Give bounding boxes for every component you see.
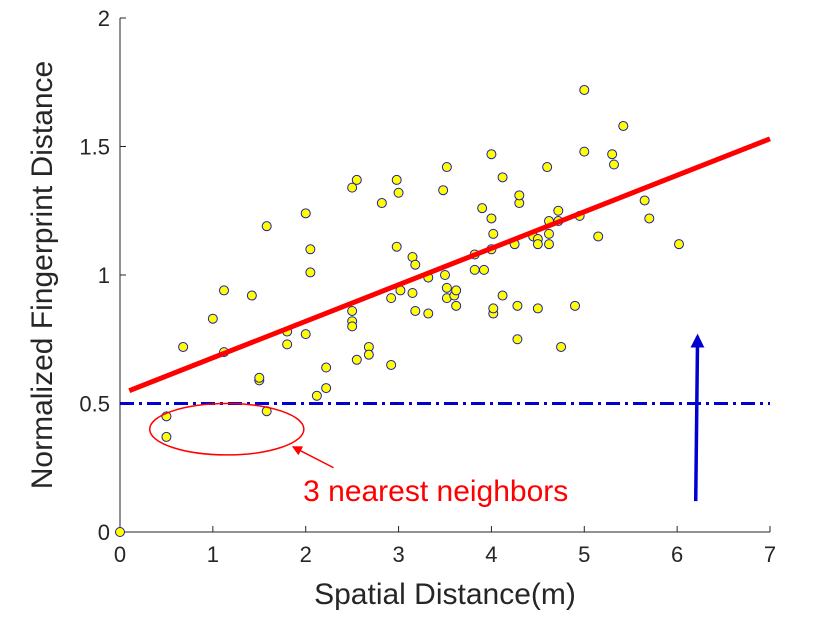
data-point xyxy=(347,182,358,193)
y-tick-label: 1 xyxy=(98,263,110,288)
data-point xyxy=(438,185,449,196)
x-tick-label: 0 xyxy=(114,542,126,567)
data-point xyxy=(441,282,452,293)
data-point xyxy=(363,349,374,360)
data-point xyxy=(246,290,257,301)
data-point xyxy=(351,354,362,365)
data-point xyxy=(609,159,619,170)
data-point xyxy=(542,162,553,173)
data-point xyxy=(451,300,462,311)
y-tick-label: 0 xyxy=(98,520,110,545)
data-point xyxy=(469,264,480,275)
y-tick-label: 1.5 xyxy=(79,135,110,160)
data-point xyxy=(553,205,564,216)
data-point xyxy=(486,213,497,224)
data-point xyxy=(618,120,629,131)
data-point xyxy=(570,300,580,311)
data-point xyxy=(532,239,543,250)
data-point xyxy=(386,293,397,304)
data-point xyxy=(556,341,567,352)
data-point xyxy=(407,287,418,298)
data-point xyxy=(486,149,497,160)
overlays: 3 nearest neighbors xyxy=(120,136,771,508)
x-tick-label: 4 xyxy=(485,542,497,567)
data-point xyxy=(512,300,523,311)
data-point xyxy=(305,244,316,255)
x-tick-label: 2 xyxy=(300,542,312,567)
data-point xyxy=(311,390,322,401)
data-point xyxy=(386,359,397,370)
x-tick-label: 7 xyxy=(764,542,776,567)
data-point xyxy=(477,203,488,214)
data-point xyxy=(178,341,189,352)
data-point xyxy=(351,174,362,185)
data-point xyxy=(376,198,387,209)
annotation-label: 3 nearest neighbors xyxy=(303,475,568,508)
nearest-neighbors-ellipse xyxy=(148,402,305,456)
data-point xyxy=(410,259,421,270)
data-point xyxy=(393,187,404,198)
data-point xyxy=(347,321,358,332)
data-point xyxy=(512,334,523,345)
data-point xyxy=(219,285,229,296)
data-point xyxy=(300,208,311,219)
data-point xyxy=(674,239,684,250)
y-axis-label: Normalized Fingerprint Distance xyxy=(26,61,59,490)
data-point xyxy=(440,270,450,280)
x-tick-label: 3 xyxy=(392,542,404,567)
data-point xyxy=(479,264,489,275)
x-tick-label: 5 xyxy=(578,542,590,567)
data-point xyxy=(254,372,265,383)
data-point xyxy=(593,231,604,242)
data-point xyxy=(410,305,421,316)
data-point xyxy=(639,195,650,206)
data-point xyxy=(497,290,508,301)
data-point xyxy=(321,383,332,394)
data-point xyxy=(391,174,402,185)
y-tick-label: 0.5 xyxy=(79,392,110,417)
data-point xyxy=(532,303,543,314)
fit-line xyxy=(128,136,771,393)
data-point xyxy=(207,313,218,324)
data-point xyxy=(514,190,525,201)
data-point xyxy=(115,527,125,537)
data-point xyxy=(607,149,618,160)
data-point xyxy=(488,303,499,314)
data-point xyxy=(451,285,462,296)
data-point xyxy=(305,267,316,278)
data-point xyxy=(441,162,452,173)
threshold-arrow xyxy=(690,333,705,502)
data-point xyxy=(391,241,402,252)
data-point xyxy=(579,146,590,157)
y-ticks: 0 0.5 1 1.5 2 xyxy=(79,6,126,545)
data-point xyxy=(347,305,358,316)
data-point xyxy=(579,84,590,95)
y-tick-label: 2 xyxy=(98,6,110,31)
x-axis-label: Spatial Distance(m) xyxy=(314,578,576,611)
data-point xyxy=(544,228,554,239)
data-point xyxy=(423,308,434,319)
data-point xyxy=(644,213,655,224)
x-tick-label: 1 xyxy=(207,542,219,567)
data-point xyxy=(321,362,332,373)
x-ticks: 0 1 2 3 4 5 6 7 xyxy=(114,526,776,567)
data-point xyxy=(544,239,554,250)
data-point xyxy=(497,172,508,183)
data-point xyxy=(282,339,293,350)
x-tick-label: 6 xyxy=(671,542,683,567)
annotation-arrow xyxy=(291,446,334,469)
data-point xyxy=(300,329,311,340)
data-point xyxy=(488,228,499,239)
data-points xyxy=(115,84,684,537)
data-point xyxy=(161,431,172,442)
data-point xyxy=(261,221,272,232)
